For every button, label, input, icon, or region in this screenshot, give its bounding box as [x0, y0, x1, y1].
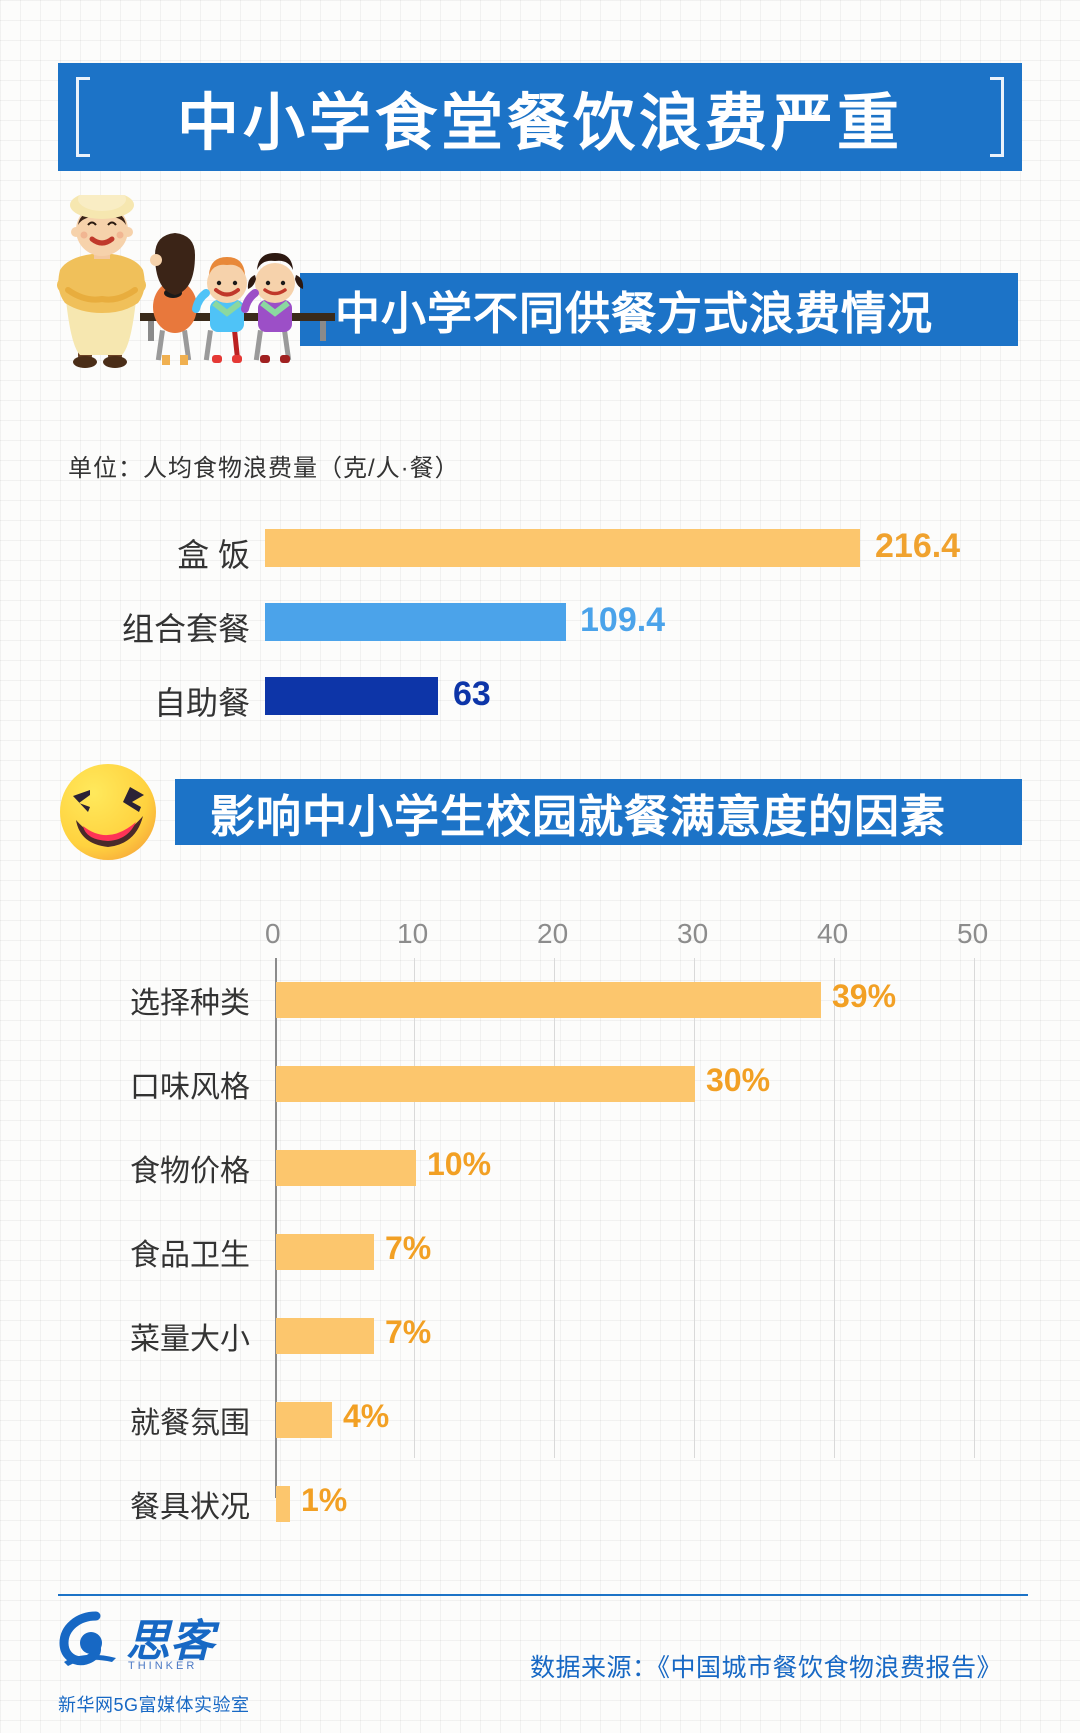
svg-text:THINKER: THINKER: [128, 1660, 197, 1672]
svg-text:思客: 思客: [126, 1617, 220, 1666]
